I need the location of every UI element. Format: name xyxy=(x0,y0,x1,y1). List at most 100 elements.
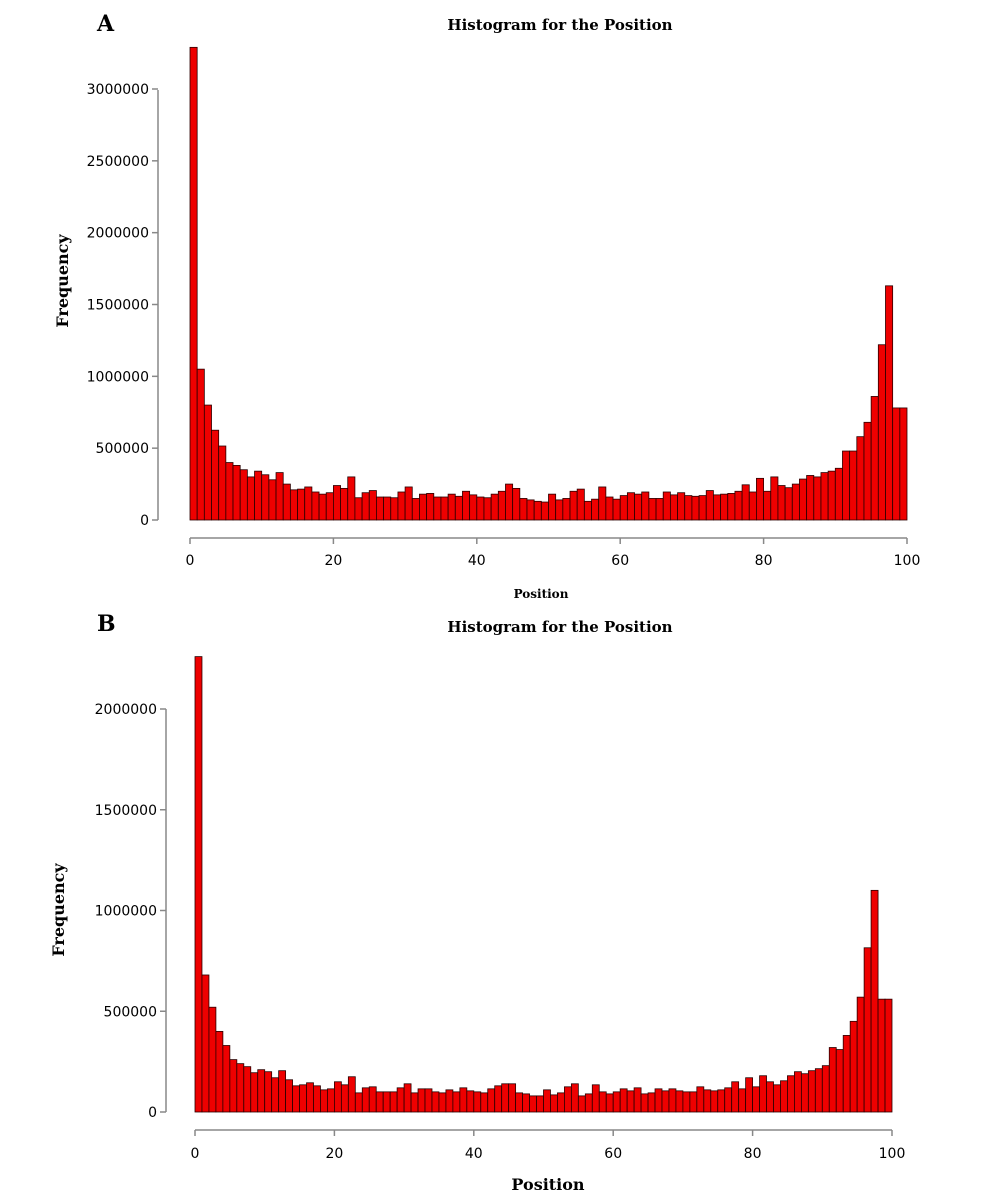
bar-a-33 xyxy=(426,493,435,521)
bar-a-34 xyxy=(433,496,442,521)
bar-a-54 xyxy=(576,488,585,521)
y-ticks-b: 0 500000 1000000 1500000 2000000 xyxy=(95,702,166,1121)
bar-a-70 xyxy=(691,495,700,521)
x-tick-label-a-2: 40 xyxy=(468,553,486,569)
bar-b-18 xyxy=(320,1089,328,1113)
bar-b-20 xyxy=(333,1081,342,1113)
x-tick-label-b-1: 20 xyxy=(325,1146,343,1162)
bar-a-79 xyxy=(756,477,764,521)
bar-b-35 xyxy=(438,1092,447,1113)
bar-b-98 xyxy=(877,998,886,1113)
bar-b-97 xyxy=(870,889,879,1113)
bar-b-23 xyxy=(354,1092,363,1113)
bar-a-75 xyxy=(727,493,736,521)
bar-a-97 xyxy=(885,285,894,521)
bar-a-23 xyxy=(354,497,363,521)
bar-a-72 xyxy=(705,490,714,521)
bar-b-90 xyxy=(821,1065,830,1113)
bar-b-24 xyxy=(361,1087,370,1113)
bar-b-56 xyxy=(584,1093,593,1113)
bar-a-69 xyxy=(684,495,693,521)
bar-a-10 xyxy=(261,474,270,521)
bar-a-77 xyxy=(741,484,750,521)
bar-a-27 xyxy=(383,496,392,521)
bar-a-65 xyxy=(655,498,664,521)
bar-b-26 xyxy=(375,1091,384,1113)
bar-a-25 xyxy=(368,490,377,521)
bar-a-26 xyxy=(376,496,384,521)
y-tick-label-a-0: 0 xyxy=(140,513,149,529)
bar-a-73 xyxy=(713,494,721,521)
bar-b-8 xyxy=(250,1072,259,1113)
bar-a-15 xyxy=(297,488,306,521)
x-tick-label-a-4: 80 xyxy=(755,553,773,569)
panel-a: A Histogram for the Position 05000001000… xyxy=(53,11,920,601)
panel-letter-a: A xyxy=(96,11,115,37)
bar-a-58 xyxy=(605,496,614,521)
bar-b-38 xyxy=(459,1087,468,1113)
bar-b-61 xyxy=(619,1088,628,1113)
bar-a-14 xyxy=(289,489,298,521)
bar-b-47 xyxy=(522,1093,530,1113)
x-tick-label-a-3: 60 xyxy=(611,553,629,569)
x-tick-label-b-2: 40 xyxy=(465,1146,483,1162)
bar-b-73 xyxy=(703,1089,712,1113)
bar-b-79 xyxy=(745,1077,754,1113)
bar-b-40 xyxy=(473,1091,482,1113)
bar-a-8 xyxy=(246,476,255,521)
bar-a-24 xyxy=(361,492,370,521)
y-ticks-a: 0 500000 1000000 1500000 2000000 2500000 30000… xyxy=(87,82,158,529)
bar-a-6 xyxy=(232,465,241,521)
y-tick-label-b-3: 1500000 xyxy=(95,803,157,819)
bar-b-72 xyxy=(696,1086,705,1113)
bar-b-12 xyxy=(278,1070,287,1113)
bar-b-86 xyxy=(794,1071,802,1113)
bar-a-42 xyxy=(490,493,499,521)
bar-a-48 xyxy=(533,500,542,521)
bar-b-19 xyxy=(327,1088,335,1113)
bar-b-50 xyxy=(543,1089,551,1113)
bar-a-56 xyxy=(591,498,600,521)
x-tick-label-a-1: 20 xyxy=(324,553,342,569)
bar-a-40 xyxy=(476,496,485,521)
bar-a-53 xyxy=(569,490,578,521)
bar-b-48 xyxy=(529,1095,537,1113)
x-axis-label-b: Position xyxy=(511,1175,585,1194)
x-tick-label-a-5: 100 xyxy=(894,553,921,569)
bar-b-59 xyxy=(605,1093,614,1113)
bar-b-76 xyxy=(724,1087,733,1113)
bar-a-50 xyxy=(548,493,557,521)
bar-b-88 xyxy=(807,1070,816,1113)
bar-b-74 xyxy=(710,1090,719,1113)
bars-b xyxy=(194,656,893,1113)
x-ticks-a: 0 20 40 60 80 100 xyxy=(186,538,921,569)
bar-a-64 xyxy=(648,498,657,521)
bar-a-57 xyxy=(598,486,607,521)
y-axis-label-b: Frequency xyxy=(49,863,68,957)
bar-b-22 xyxy=(347,1076,356,1113)
bar-b-4 xyxy=(222,1045,231,1113)
bar-a-3 xyxy=(211,429,220,521)
x-tick-label-b-3: 60 xyxy=(604,1146,622,1162)
bar-b-34 xyxy=(431,1091,440,1113)
bar-b-5 xyxy=(229,1059,238,1113)
bar-b-14 xyxy=(292,1085,300,1113)
bar-a-59 xyxy=(612,498,621,521)
bar-a-84 xyxy=(791,483,800,521)
bar-a-4 xyxy=(218,445,227,521)
bar-b-3 xyxy=(215,1031,224,1113)
y-tick-label-a-6: 3000000 xyxy=(87,82,149,98)
bar-a-66 xyxy=(662,491,671,521)
x-tick-label-a-0: 0 xyxy=(186,553,195,569)
bar-a-36 xyxy=(447,493,456,521)
bar-b-70 xyxy=(682,1091,691,1113)
bar-a-71 xyxy=(698,495,707,521)
y-tick-label-b-0: 0 xyxy=(148,1105,157,1121)
bar-a-9 xyxy=(254,470,263,521)
bar-b-37 xyxy=(452,1091,461,1113)
bar-b-55 xyxy=(577,1095,586,1113)
bar-b-54 xyxy=(570,1083,579,1113)
bar-b-31 xyxy=(410,1092,419,1113)
bar-b-6 xyxy=(236,1063,245,1113)
